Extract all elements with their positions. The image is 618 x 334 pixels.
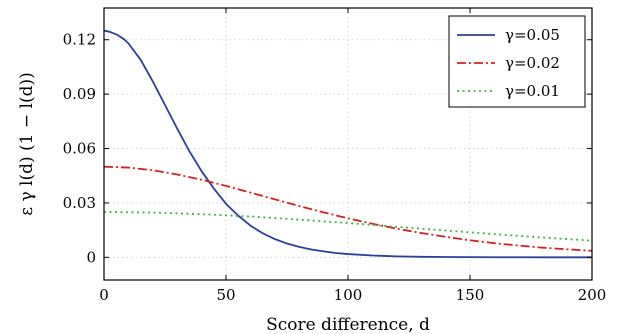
series-line-2 [103,165,593,252]
series-line-1 [103,29,592,259]
y-tick-label: 0.03 [63,194,96,212]
legend-box [448,15,586,108]
legend-label-3: γ=0.01 [505,82,560,100]
y-axis-title: ε γ l(d) (1 − l(d)) [17,72,37,215]
y-tick-label: 0.12 [63,31,96,49]
legend-label-1: γ=0.05 [505,26,560,44]
x-tick-label: 150 [456,286,485,304]
ticks: 0 50 100 150 200 0 0.03 0.06 0.09 0.12 [63,8,607,304]
x-tick-label: 50 [216,286,235,304]
series-line-3 [103,211,593,242]
y-tick-label: 0.09 [63,85,96,103]
x-tick-label: 200 [578,286,607,304]
x-tick-label: 100 [334,286,363,304]
series-layer [103,29,593,259]
legend: γ=0.05 γ=0.02 γ=0.01 [448,15,586,108]
x-axis-title: Score difference, d [266,315,430,334]
y-tick-label: 0.06 [63,140,96,158]
x-tick-label: 0 [99,286,109,304]
legend-label-2: γ=0.02 [505,54,560,72]
y-tick-label: 0 [86,248,96,266]
